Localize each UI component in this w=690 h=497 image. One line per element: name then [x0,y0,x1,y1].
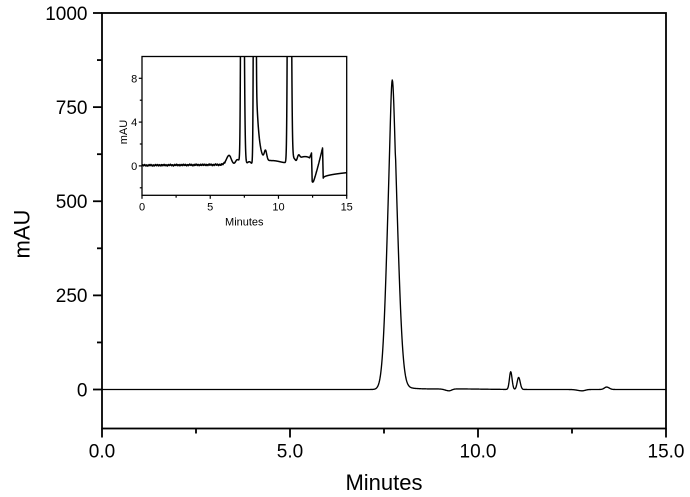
svg-text:500: 500 [56,192,88,213]
svg-text:0: 0 [131,161,137,173]
svg-text:mAU: mAU [10,210,35,259]
svg-text:5: 5 [207,201,213,213]
svg-text:0: 0 [139,201,145,213]
svg-text:250: 250 [56,286,88,307]
svg-text:8: 8 [131,73,137,85]
svg-text:15: 15 [341,201,353,213]
svg-text:15.0: 15.0 [648,442,685,463]
svg-text:5.0: 5.0 [277,442,303,463]
svg-text:Minutes: Minutes [345,470,422,495]
svg-text:0.0: 0.0 [89,442,115,463]
svg-text:750: 750 [56,98,88,119]
svg-text:4: 4 [131,117,137,129]
svg-text:mAU: mAU [118,120,130,145]
svg-text:0: 0 [77,380,88,401]
svg-text:10.0: 10.0 [460,442,497,463]
svg-text:1000: 1000 [45,4,87,25]
svg-text:Minutes: Minutes [225,217,264,229]
svg-text:10: 10 [272,201,284,213]
